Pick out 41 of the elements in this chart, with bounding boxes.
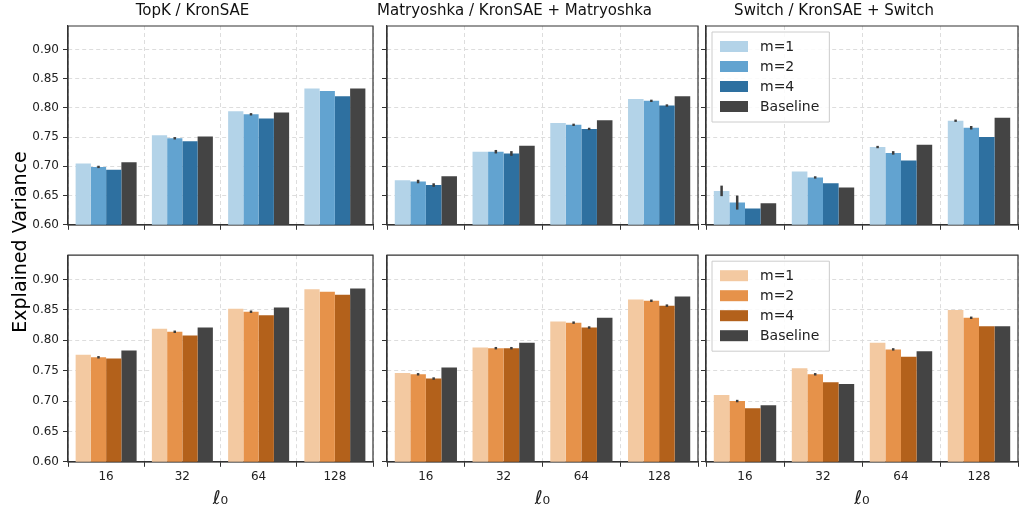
x-tick-label: 16 xyxy=(98,469,114,484)
x-axis-title: ℓ₀ xyxy=(533,485,551,508)
x-tick-label: 32 xyxy=(495,469,512,484)
x-tick-label: 64 xyxy=(893,469,909,484)
chart-title: TopK / KronSAE xyxy=(134,0,250,19)
legend-label: Baseline xyxy=(760,97,820,114)
y-tick-label: 0.85 xyxy=(32,302,59,317)
x-tick-label: 16 xyxy=(737,469,753,484)
y-tick-label: 0.90 xyxy=(32,271,59,286)
legend-label: Baseline xyxy=(760,326,820,343)
y-tick-label: 0.70 xyxy=(32,393,59,408)
y-tick-label: 0.60 xyxy=(32,453,59,468)
y-tick-label: 0.65 xyxy=(32,187,59,202)
y-tick-label: 0.85 xyxy=(32,70,59,85)
x-tick-label: 32 xyxy=(174,469,191,484)
chart-title: Matryoshka / KronSAE + Matryoshka xyxy=(377,0,652,19)
y-tick-label: 0.90 xyxy=(32,41,59,56)
y-tick-label: 0.75 xyxy=(32,129,59,144)
x-axis-title: ℓ₀ xyxy=(853,485,870,508)
x-tick-label: 64 xyxy=(250,469,267,484)
y-tick-label: 0.60 xyxy=(32,216,59,231)
y-tick-label: 0.65 xyxy=(32,423,59,438)
x-tick-label: 128 xyxy=(647,469,671,484)
y-axis-title: Explained Variance xyxy=(7,151,30,333)
y-tick-label: 0.80 xyxy=(32,99,59,114)
legend-label: m=4 xyxy=(760,306,795,323)
x-tick-label: 128 xyxy=(967,469,991,484)
y-tick-label: 0.80 xyxy=(32,332,59,347)
y-tick-label: 0.75 xyxy=(32,362,59,377)
y-tick-label: 0.70 xyxy=(32,158,59,173)
legend-label: m=2 xyxy=(760,286,795,303)
legend-label: m=2 xyxy=(760,57,795,74)
x-tick-label: 64 xyxy=(573,469,590,484)
legend-label: m=1 xyxy=(760,37,795,54)
chart-title: Switch / KronSAE + Switch xyxy=(734,0,934,19)
x-tick-label: 128 xyxy=(323,469,347,484)
legend-label: m=1 xyxy=(760,266,795,283)
x-tick-label: 16 xyxy=(418,469,434,484)
legend-label: m=4 xyxy=(760,77,795,94)
x-tick-label: 32 xyxy=(815,469,831,484)
x-axis-title: ℓ₀ xyxy=(211,485,229,508)
